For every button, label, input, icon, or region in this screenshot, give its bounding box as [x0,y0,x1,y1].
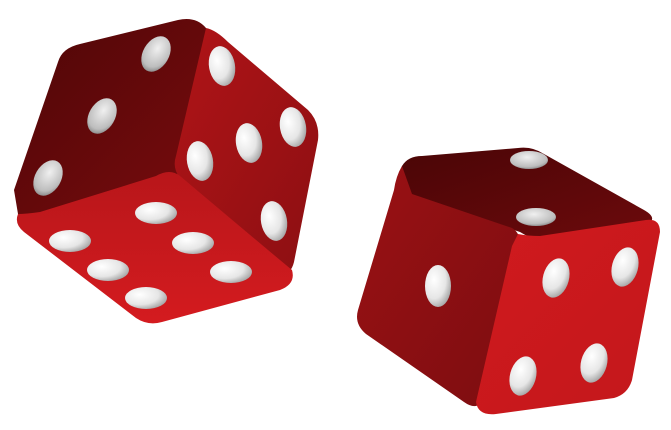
pip [580,343,608,383]
pip [186,141,214,181]
pip [87,98,117,134]
pip [516,208,556,226]
pip [141,36,171,72]
die-left-face-six-lower [16,172,293,324]
pip [210,261,252,283]
pip [172,232,214,254]
pip [279,107,307,147]
pip [235,123,263,163]
pip [33,160,63,196]
pip [135,202,177,224]
die-right [357,147,660,415]
pip [87,259,129,281]
pip [542,258,570,298]
pip [260,201,288,241]
pip [49,230,91,252]
die-right-face-two [401,147,653,239]
pip [510,151,548,169]
pip [509,356,537,396]
pip [125,287,167,309]
die-left [14,19,319,324]
pip [611,247,639,287]
pip [425,265,451,307]
pip [208,46,236,86]
